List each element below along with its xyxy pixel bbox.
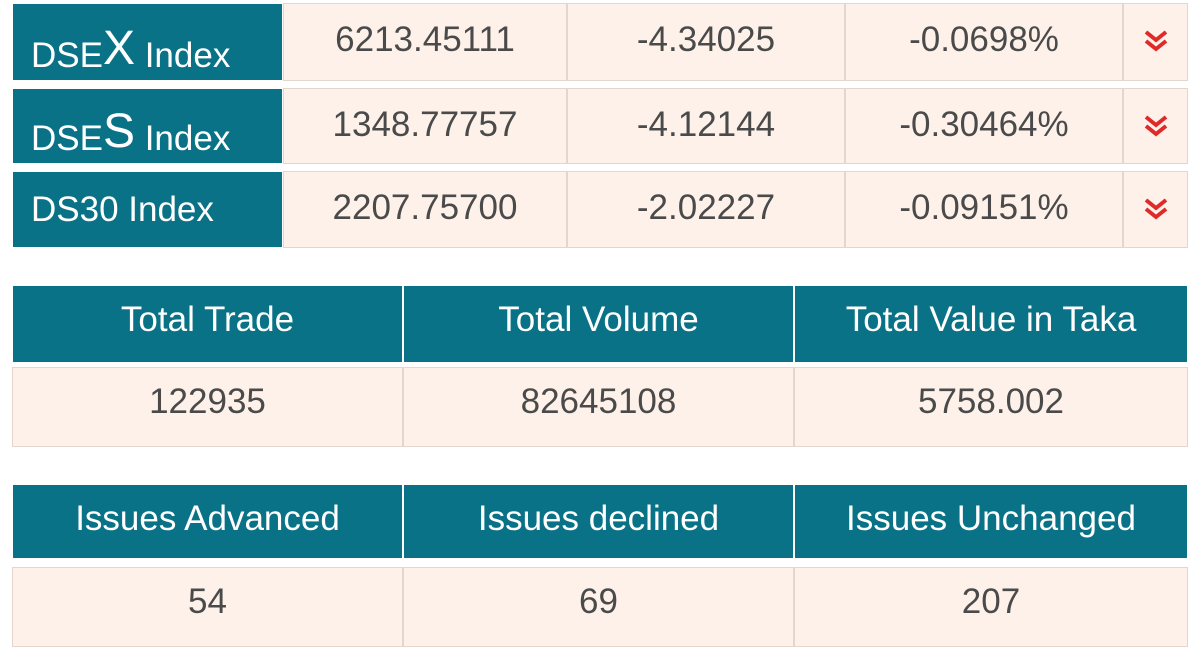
index-value: 6213.45111 bbox=[283, 3, 567, 81]
table-header: Total Volume bbox=[403, 285, 794, 363]
down-icon bbox=[1144, 115, 1167, 137]
table-header: Issues Advanced bbox=[12, 484, 403, 559]
trend-cell bbox=[1123, 3, 1188, 81]
index-percent: -0.0698% bbox=[845, 3, 1123, 81]
table-value: 69 bbox=[403, 567, 794, 647]
table-header: Issues Unchanged bbox=[794, 484, 1188, 559]
index-percent: -0.30464% bbox=[845, 88, 1123, 164]
index-name: DSE X Index bbox=[12, 3, 283, 81]
index-value: 1348.77757 bbox=[283, 88, 567, 164]
table-header: Total Trade bbox=[12, 285, 403, 363]
index-change: -4.12144 bbox=[567, 88, 845, 164]
index-change: -2.02227 bbox=[567, 171, 845, 248]
index-change: -4.34025 bbox=[567, 3, 845, 81]
down-icon bbox=[1144, 198, 1167, 220]
down-icon bbox=[1144, 30, 1167, 52]
table-header: Total Value in Taka bbox=[794, 285, 1188, 363]
trend-cell bbox=[1123, 88, 1188, 164]
index-name: DS30 Index bbox=[12, 171, 283, 248]
table-value: 207 bbox=[794, 567, 1188, 647]
index-percent: -0.09151% bbox=[845, 171, 1123, 248]
index-value: 2207.75700 bbox=[283, 171, 567, 248]
table-value: 82645108 bbox=[403, 367, 794, 447]
table-value: 54 bbox=[12, 567, 403, 647]
table-value: 5758.002 bbox=[794, 367, 1188, 447]
table-value: 122935 bbox=[12, 367, 403, 447]
table-header: Issues declined bbox=[403, 484, 794, 559]
index-name: DSE S Index bbox=[12, 88, 283, 164]
trend-cell bbox=[1123, 171, 1188, 248]
